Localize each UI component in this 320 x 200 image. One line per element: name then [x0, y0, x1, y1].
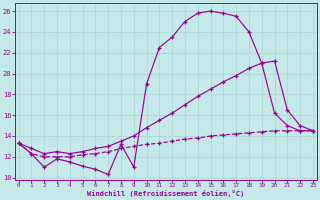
X-axis label: Windchill (Refroidissement éolien,°C): Windchill (Refroidissement éolien,°C) [87, 190, 244, 197]
